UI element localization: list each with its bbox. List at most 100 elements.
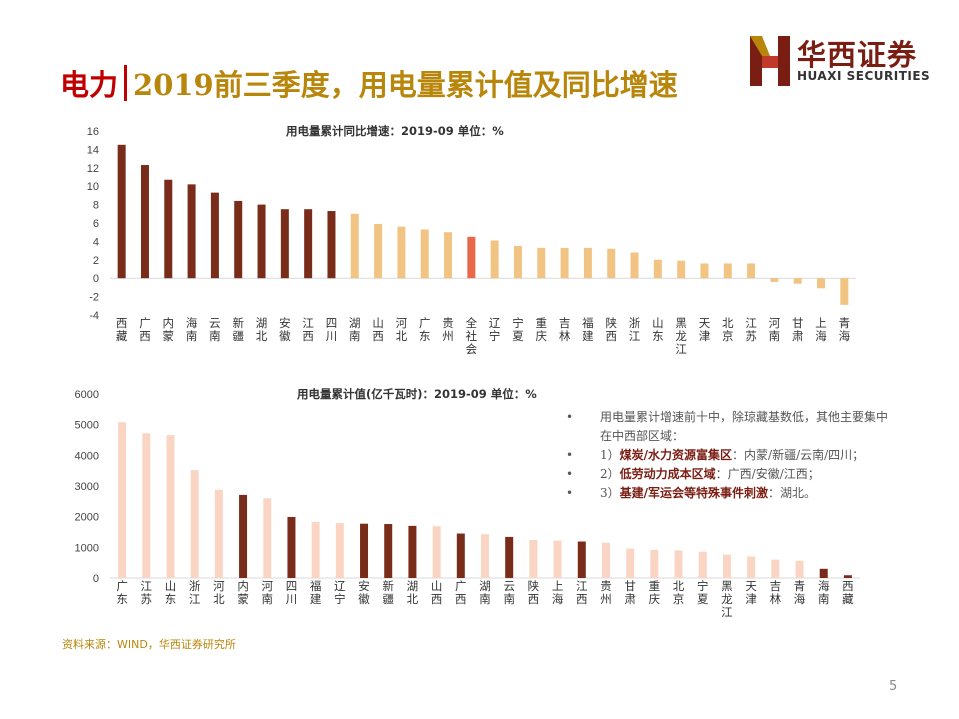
volume-bar: [771, 559, 780, 578]
volume-ytick-label: 4000: [75, 450, 99, 462]
huaxi-logo-icon: [750, 36, 790, 86]
volume-category-label: 青海: [794, 579, 806, 606]
note-prefix: 1）: [600, 448, 620, 462]
volume-category-label: 山东: [165, 579, 177, 606]
bullet-icon: •: [566, 486, 574, 500]
growth-category-label: 广东: [419, 316, 431, 343]
volume-category-label: 广东: [116, 579, 128, 606]
volume-category-label: 河北: [213, 579, 225, 606]
note-prefix: 3）: [600, 486, 620, 500]
growth-bar: [840, 278, 849, 305]
growth-bar: [444, 232, 453, 279]
volume-bar: [239, 494, 248, 578]
growth-bar: [513, 246, 522, 279]
volume-category-label: 北京: [673, 579, 685, 606]
volume-category-label: 新疆: [382, 579, 394, 606]
growth-category-label: 云南: [209, 316, 221, 343]
growth-category-label: 福建: [582, 316, 594, 343]
bullet-icon: •: [566, 410, 574, 424]
growth-bar: [210, 192, 219, 279]
growth-category-label: 安徽: [279, 316, 291, 343]
growth-category-label: 重庆: [536, 316, 548, 343]
growth-bar: [490, 240, 499, 279]
growth-category-label: 贵州: [442, 316, 454, 343]
growth-ytick-label: 8: [93, 200, 99, 212]
volume-bar: [335, 523, 344, 578]
chart-growth-title: 用电量累计同比增速：2019-09 单位：%: [286, 124, 504, 138]
volume-category-label: 上海: [552, 579, 564, 606]
page-title-category: 电力: [60, 68, 119, 102]
note-item: • 1）煤炭/水力资源富集区：内蒙/新疆/云南/四川；: [566, 446, 896, 465]
volume-bar: [481, 534, 489, 578]
volume-bar: [601, 542, 610, 578]
volume-bar: [360, 523, 369, 578]
growth-ytick-label: 0: [93, 273, 99, 285]
volume-bar: [674, 550, 683, 578]
growth-category-label: 北京: [722, 316, 734, 343]
growth-bar: [420, 229, 429, 279]
volume-bar: [505, 536, 514, 578]
growth-bar: [350, 213, 359, 279]
growth-category-label: 湖北: [256, 316, 268, 343]
page-number: 5: [889, 679, 898, 694]
note-item: • 3）基建/军运会等特殊事件刺激：湖北。: [566, 484, 896, 503]
volume-ytick-label: 6000: [75, 389, 99, 401]
bullet-icon: •: [566, 448, 574, 462]
volume-ytick-label: 5000: [75, 420, 99, 432]
growth-bar: [374, 223, 383, 279]
volume-bar: [408, 525, 417, 578]
growth-category-label: 西藏: [116, 316, 128, 343]
note-text: 用电量累计增速前十中，除琼藏基数低，其他主要集中在中西部区域：: [600, 410, 889, 443]
volume-category-label: 辽宁: [334, 579, 346, 606]
volume-bar: [626, 548, 635, 578]
logo-english-text: HUAXI SECURITIES: [797, 69, 931, 83]
growth-ytick-label: 14: [87, 144, 99, 156]
volume-category-label: 安徽: [358, 579, 370, 606]
volume-category-label: 甘肃: [624, 579, 636, 606]
growth-category-label: 甘肃: [792, 316, 804, 343]
growth-bar: [257, 204, 266, 279]
volume-ytick-label: 3000: [75, 481, 99, 493]
volume-bar: [166, 435, 175, 578]
growth-category-label: 吉林: [559, 316, 571, 343]
company-logo: 华西证券 HUAXI SECURITIES: [750, 32, 940, 92]
growth-category-label: 山东: [652, 316, 664, 343]
growth-category-label: 新疆: [232, 316, 244, 343]
growth-bar: [234, 200, 243, 279]
volume-category-label: 海南: [818, 579, 830, 606]
volume-bar: [843, 575, 852, 578]
volume-bar: [553, 540, 562, 578]
volume-bar: [142, 433, 151, 578]
volume-category-label: 吉林: [770, 579, 782, 606]
growth-bar: [607, 248, 616, 279]
volume-bar: [263, 498, 272, 578]
volume-category-label: 江苏: [141, 579, 153, 606]
growth-category-label: 四川: [326, 316, 338, 343]
note-highlight: 低劳动力成本区域: [619, 467, 716, 481]
growth-category-label: 黑龙江: [675, 316, 687, 356]
volume-bar: [577, 541, 586, 578]
growth-bar: [117, 144, 126, 279]
chart-volume-title: 用电量累计值(亿千瓦时)：2019-09 单位：%: [297, 387, 537, 401]
note-highlight: 基建/军运会等特殊事件刺激: [619, 486, 769, 500]
growth-bar: [817, 278, 826, 289]
title-divider: [124, 65, 128, 101]
volume-ytick-label: 0: [93, 573, 99, 585]
volume-bar: [384, 524, 393, 578]
volume-category-label: 云南: [503, 579, 515, 606]
volume-bar: [190, 470, 199, 578]
growth-bar: [747, 263, 756, 279]
growth-ytick-label: -2: [89, 292, 99, 304]
growth-bar: [304, 209, 313, 279]
growth-ytick-label: 12: [87, 163, 99, 175]
volume-ytick-label: 2000: [75, 512, 99, 524]
source-note: 资料来源：WIND，华西证券研究所: [62, 638, 236, 651]
growth-bar: [560, 247, 569, 279]
growth-category-label: 江苏: [745, 316, 757, 343]
volume-bar: [311, 521, 320, 578]
growth-category-label: 江西: [302, 316, 314, 343]
volume-bar: [529, 539, 538, 578]
note-detail: ：广西/安徽/江西；: [715, 467, 820, 481]
volume-bar: [747, 556, 756, 578]
